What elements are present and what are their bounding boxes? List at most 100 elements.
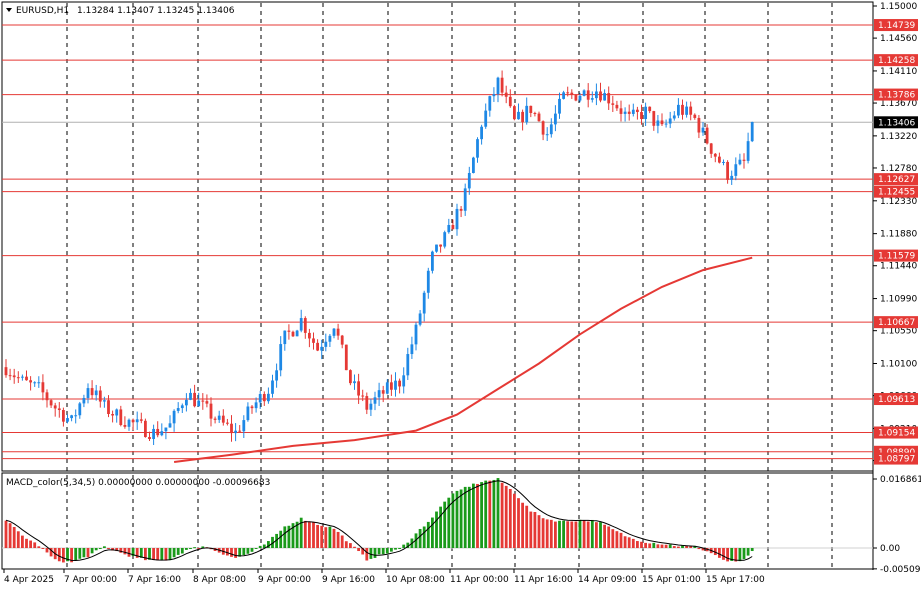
candle-bear[interactable] <box>459 208 463 211</box>
candle-bull[interactable] <box>299 318 303 331</box>
candle-bull[interactable] <box>590 98 594 100</box>
candle-bear[interactable] <box>615 104 619 109</box>
candle-bull[interactable] <box>275 370 278 381</box>
candle-bull[interactable] <box>668 118 672 124</box>
candle-bull[interactable] <box>283 330 287 345</box>
candle-bull[interactable] <box>492 94 496 97</box>
candle-bear[interactable] <box>291 331 295 337</box>
candle-bear[interactable] <box>381 390 385 394</box>
candle-bear[interactable] <box>287 330 291 332</box>
candle-bull[interactable] <box>672 115 676 119</box>
candle-bear[interactable] <box>16 377 20 379</box>
candle-bear[interactable] <box>508 96 512 107</box>
candle-bear[interactable] <box>574 94 578 101</box>
candle-bull[interactable] <box>517 111 520 120</box>
candle-bull[interactable] <box>176 408 180 411</box>
candle-bull[interactable] <box>734 164 738 176</box>
candle-bear[interactable] <box>119 409 123 426</box>
candle-bear[interactable] <box>148 437 151 439</box>
candle-bear[interactable] <box>726 161 729 180</box>
ma-line[interactable] <box>173 256 753 463</box>
candle-bull[interactable] <box>267 393 270 402</box>
candle-bull[interactable] <box>66 418 69 422</box>
candle-bull[interactable] <box>554 113 557 125</box>
candle-bull[interactable] <box>332 328 336 336</box>
candle-bull[interactable] <box>476 139 479 158</box>
candle-bull[interactable] <box>631 109 635 114</box>
candle-bear[interactable] <box>500 77 504 93</box>
candle-bear[interactable] <box>705 127 709 144</box>
candle-bear[interactable] <box>312 338 315 343</box>
candle-bear[interactable] <box>209 403 213 419</box>
candle-bear[interactable] <box>689 106 693 115</box>
candle-bear[interactable] <box>111 414 114 416</box>
candle-bear[interactable] <box>230 423 233 434</box>
candle-bear[interactable] <box>570 92 574 95</box>
candle-bear[interactable] <box>45 392 49 401</box>
candle-bear[interactable] <box>62 410 65 422</box>
candle-bear[interactable] <box>566 92 570 94</box>
candle-bull[interactable] <box>127 419 131 427</box>
candle-bear[interactable] <box>193 392 196 407</box>
candle-bull[interactable] <box>414 324 418 345</box>
candle-bull[interactable] <box>70 415 73 419</box>
candle-bear[interactable] <box>513 106 516 120</box>
candle-bear[interactable] <box>640 112 643 120</box>
candle-bear[interactable] <box>336 328 340 336</box>
candle-bull[interactable] <box>443 232 447 247</box>
candle-bear[interactable] <box>303 318 307 333</box>
candle-bull[interactable] <box>488 96 492 111</box>
candle-bear[interactable] <box>652 111 656 126</box>
candle-bull[interactable] <box>722 161 725 163</box>
candle-bull[interactable] <box>152 428 155 439</box>
candle-bear[interactable] <box>709 143 713 154</box>
candle-bear[interactable] <box>205 401 209 404</box>
candle-bull[interactable] <box>595 91 598 99</box>
candle-bull[interactable] <box>189 392 192 400</box>
candle-bull[interactable] <box>582 90 586 96</box>
candle-bear[interactable] <box>41 382 45 393</box>
candle-bull[interactable] <box>279 344 283 371</box>
candle-bull[interactable] <box>410 344 414 355</box>
candle-bear[interactable] <box>131 419 135 423</box>
candle-bull[interactable] <box>246 406 250 421</box>
candle-bull[interactable] <box>480 126 483 140</box>
candle-bull[interactable] <box>447 224 451 233</box>
candle-bull[interactable] <box>422 292 426 314</box>
candle-bear[interactable] <box>156 428 160 436</box>
candle-bear[interactable] <box>98 390 102 402</box>
candle-bear[interactable] <box>308 332 311 339</box>
candle-bear[interactable] <box>8 375 12 377</box>
candle-bear[interactable] <box>238 430 242 432</box>
candle-bear[interactable] <box>541 121 545 135</box>
candle-bull[interactable] <box>86 388 90 398</box>
candle-bear[interactable] <box>529 105 533 113</box>
candle-bear[interactable] <box>262 394 266 402</box>
candle-bear[interactable] <box>201 400 205 402</box>
candle-bear[interactable] <box>49 400 53 406</box>
candle-bear[interactable] <box>12 375 16 378</box>
candle-bull[interactable] <box>467 173 471 189</box>
candle-bear[interactable] <box>344 344 348 371</box>
candle-bear[interactable] <box>611 103 615 105</box>
candle-bull[interactable] <box>373 397 377 404</box>
candle-bull[interactable] <box>484 110 488 127</box>
candle-bull[interactable] <box>656 120 660 126</box>
candle-bull[interactable] <box>160 431 164 436</box>
candle-bear[interactable] <box>361 395 365 397</box>
candle-bull[interactable] <box>730 175 734 180</box>
candle-bear[interactable] <box>451 224 455 230</box>
candle-bull[interactable] <box>164 427 168 432</box>
candle-bear[interactable] <box>226 422 229 424</box>
candle-bear[interactable] <box>627 111 631 114</box>
candle-bear[interactable] <box>4 367 8 376</box>
candle-bull[interactable] <box>746 141 750 161</box>
candle-bull[interactable] <box>685 106 688 115</box>
candle-bear[interactable] <box>123 425 127 427</box>
candle-bull[interactable] <box>558 98 561 114</box>
candle-bear[interactable] <box>504 92 508 97</box>
candle-bear[interactable] <box>599 91 602 101</box>
candle-bull[interactable] <box>295 330 299 337</box>
candle-bear[interactable] <box>349 370 352 384</box>
candle-bull[interactable] <box>426 270 430 293</box>
